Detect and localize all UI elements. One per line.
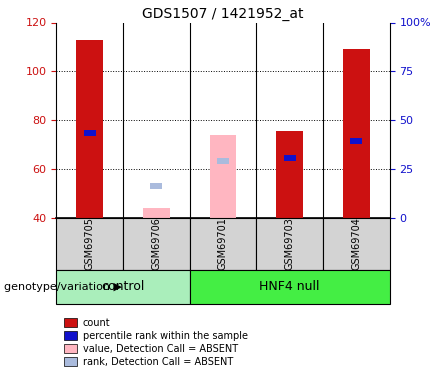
Text: count: count <box>83 318 110 328</box>
Bar <box>256 217 323 270</box>
Text: GSM69706: GSM69706 <box>151 217 162 270</box>
Text: genotype/variation ▶: genotype/variation ▶ <box>4 282 123 292</box>
Title: GDS1507 / 1421952_at: GDS1507 / 1421952_at <box>142 8 304 21</box>
Bar <box>343 50 370 217</box>
Bar <box>64 318 77 327</box>
Bar <box>56 270 190 304</box>
Text: HNF4 null: HNF4 null <box>259 280 320 293</box>
Text: GSM69705: GSM69705 <box>84 217 95 270</box>
Bar <box>64 332 77 340</box>
Bar <box>76 40 103 218</box>
Bar <box>64 357 77 366</box>
Bar <box>217 158 229 165</box>
Bar <box>56 217 123 270</box>
Bar <box>84 130 96 136</box>
Bar <box>350 138 362 144</box>
Bar <box>64 344 77 353</box>
Bar <box>210 135 236 218</box>
Bar <box>190 217 256 270</box>
Text: percentile rank within the sample: percentile rank within the sample <box>83 331 248 341</box>
Bar <box>123 217 190 270</box>
Text: GSM69703: GSM69703 <box>284 217 295 270</box>
Bar <box>190 270 390 304</box>
Text: rank, Detection Call = ABSENT: rank, Detection Call = ABSENT <box>83 357 233 367</box>
Text: GSM69701: GSM69701 <box>218 217 228 270</box>
Text: control: control <box>101 280 145 293</box>
Bar <box>150 183 162 189</box>
Bar <box>323 217 390 270</box>
Text: value, Detection Call = ABSENT: value, Detection Call = ABSENT <box>83 344 238 354</box>
Bar <box>276 131 303 218</box>
Bar <box>284 155 296 161</box>
Bar <box>143 208 170 218</box>
Text: GSM69704: GSM69704 <box>351 217 362 270</box>
